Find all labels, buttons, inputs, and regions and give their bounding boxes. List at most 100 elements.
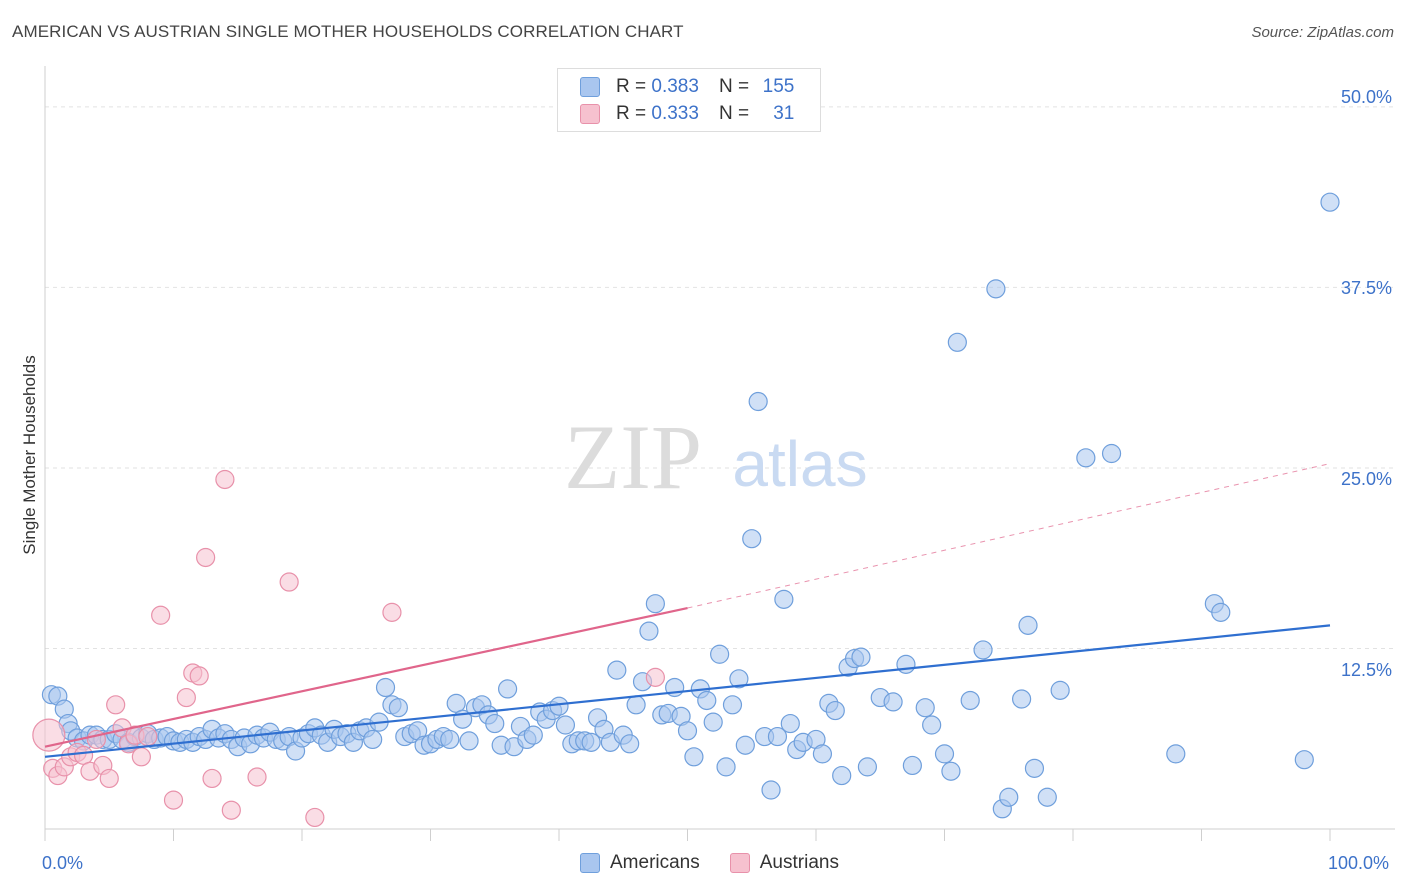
austrians-point	[382, 602, 402, 622]
r-value: 0.333	[651, 103, 699, 124]
americans-point	[1037, 787, 1057, 807]
americans-point	[767, 726, 788, 747]
austrians-point	[131, 747, 151, 767]
x-tick-label-max: 100.0%	[1328, 853, 1390, 873]
y-tick-label: 37.5%	[1340, 278, 1392, 298]
source-label: Source: ZipAtlas.com	[1251, 24, 1394, 41]
americans-point	[1320, 192, 1340, 212]
americans-point	[832, 765, 852, 786]
y-tick-label: 12.5%	[1340, 660, 1392, 680]
austrians-swatch	[729, 853, 750, 873]
stats-legend: R = 0.383 N = 155 R = 0.333 N = 31	[557, 68, 821, 132]
americans-point	[1011, 689, 1032, 709]
americans-point	[999, 787, 1019, 807]
austrians-point	[138, 726, 158, 747]
americans-point	[915, 698, 935, 718]
americans-point	[947, 332, 967, 352]
americans-point	[607, 660, 627, 680]
americans-point	[812, 744, 833, 764]
americans-point	[922, 715, 942, 735]
legend-item-americans[interactable]: Americans	[580, 852, 700, 874]
americans-point	[729, 669, 749, 689]
austrians-point	[151, 605, 171, 625]
americans-point	[703, 712, 723, 732]
stats-legend-row-americans: R = 0.383 N = 155	[580, 75, 794, 99]
americans-swatch	[580, 77, 600, 97]
austrians-point	[196, 547, 216, 568]
n-label: N =	[718, 103, 750, 124]
austrians-point	[279, 572, 299, 592]
watermark: ZIP atlas	[564, 406, 868, 508]
americans-point	[1050, 680, 1070, 700]
americans-point	[581, 732, 601, 752]
americans-point	[1076, 448, 1096, 468]
americans-point	[523, 725, 543, 745]
watermark-atlas: atlas	[732, 428, 867, 500]
americans-point	[857, 757, 878, 777]
americans-point	[851, 647, 871, 667]
austrians-swatch	[580, 104, 600, 124]
austrians-point	[202, 768, 222, 789]
americans-point	[1018, 615, 1038, 635]
americans-point	[626, 695, 646, 715]
americans-point	[645, 594, 665, 614]
americans-point	[941, 761, 961, 781]
r-label: R =	[616, 103, 647, 124]
y-tick-label: 50.0%	[1340, 87, 1392, 107]
legend-label: Americans	[610, 852, 700, 873]
americans-point	[498, 679, 518, 699]
americans-point	[549, 696, 569, 716]
americans-point	[459, 731, 479, 751]
austrians-point	[645, 667, 665, 687]
austrians-point	[221, 800, 241, 820]
americans-point	[1166, 744, 1186, 764]
americans-point	[1101, 443, 1122, 464]
americans-point	[774, 589, 794, 609]
austrians-point	[247, 767, 267, 787]
americans-point	[677, 721, 698, 741]
americans-point	[375, 677, 396, 698]
americans-point	[1294, 750, 1314, 770]
chart-title: AMERICAN VS AUSTRIAN SINGLE MOTHER HOUSE…	[12, 22, 684, 41]
axes	[44, 66, 1395, 841]
americans-point	[716, 757, 736, 777]
americans-point	[780, 713, 800, 734]
americans-point	[742, 529, 762, 549]
austrians-point	[305, 807, 325, 828]
austrians-point	[176, 687, 196, 708]
americans-point	[1211, 602, 1231, 622]
americans-point	[555, 715, 576, 735]
americans-point	[883, 692, 903, 712]
austrians-point	[99, 768, 119, 789]
americans-point	[684, 747, 704, 767]
americans-point	[697, 690, 717, 711]
legend-item-austrians[interactable]: Austrians	[729, 852, 839, 874]
data-points	[32, 192, 1340, 828]
americans-point	[710, 644, 730, 664]
n-value: 155	[762, 76, 795, 97]
legend-label: Austrians	[759, 852, 839, 873]
r-label: R =	[616, 76, 647, 97]
americans-point	[363, 729, 383, 750]
americans-point	[485, 713, 505, 734]
americans-trend-line	[44, 624, 1331, 758]
austrians-point	[163, 790, 184, 810]
austrians-point	[215, 469, 235, 490]
n-label: N =	[718, 76, 750, 97]
americans-point	[934, 744, 955, 764]
americans-point	[735, 735, 755, 755]
americans-point	[902, 755, 922, 776]
americans-swatch	[580, 853, 600, 873]
watermark-zip: ZIP	[564, 406, 702, 508]
americans-point	[620, 734, 640, 754]
trend-lines	[44, 463, 1331, 758]
americans-point	[761, 780, 781, 800]
n-value: 31	[773, 103, 795, 124]
americans-point	[896, 654, 916, 674]
grid-lines	[45, 106, 1395, 649]
americans-point	[639, 621, 659, 641]
x-tick-label-min: 0.0%	[42, 853, 84, 873]
americans-point	[825, 700, 845, 721]
stats-legend-row-austrians: R = 0.333 N = 31	[580, 102, 794, 126]
